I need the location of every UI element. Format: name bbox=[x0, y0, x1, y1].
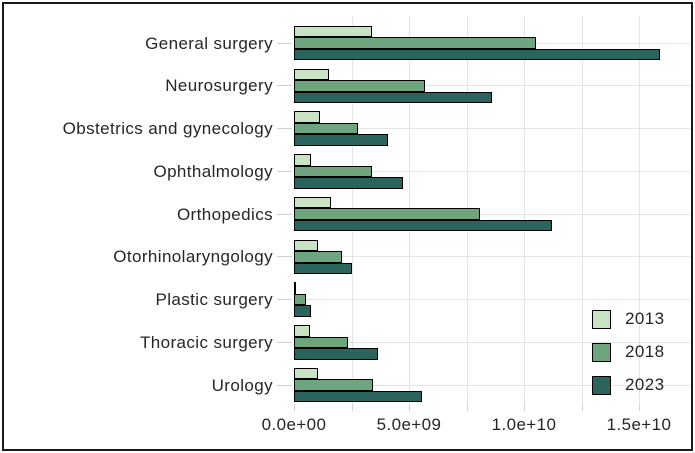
bar-2023 bbox=[294, 262, 352, 274]
bar-2023 bbox=[294, 134, 389, 146]
bar-2013 bbox=[294, 282, 297, 294]
bar-2013 bbox=[294, 154, 312, 166]
y-axis-label: Orthopedics bbox=[176, 204, 273, 224]
x-axis-tick bbox=[581, 404, 583, 411]
y-axis-label: Obstetrics and gynecology bbox=[62, 119, 273, 138]
bar-2018 bbox=[294, 80, 426, 92]
x-axis-tick bbox=[466, 404, 468, 411]
legend-swatch-2018 bbox=[592, 342, 611, 362]
bar-2018 bbox=[294, 336, 349, 348]
y-axis-tick bbox=[277, 42, 292, 44]
bar-2023 bbox=[294, 177, 404, 189]
y-axis-tick bbox=[277, 213, 292, 215]
x-axis-tick bbox=[409, 404, 410, 411]
y-axis-tick bbox=[277, 384, 292, 386]
vertical-gridline bbox=[639, 16, 640, 404]
bar-2013 bbox=[294, 196, 331, 209]
horizontal-gridline bbox=[294, 85, 690, 87]
bar-2018 bbox=[294, 165, 373, 177]
bar-2013 bbox=[294, 239, 319, 251]
legend-entry-2018: 2018 bbox=[592, 342, 664, 362]
y-axis-label: Plastic surgery bbox=[155, 290, 273, 309]
bar-2018 bbox=[294, 251, 343, 263]
y-axis-label: Urology bbox=[211, 375, 273, 395]
legend: 2013 2018 2023 bbox=[592, 309, 664, 395]
legend-swatch-2023 bbox=[592, 375, 611, 395]
legend-entry-2013: 2013 bbox=[592, 309, 664, 329]
horizontal-gridline bbox=[294, 170, 690, 172]
legend-label-2023: 2023 bbox=[625, 375, 665, 394]
y-axis-tick bbox=[277, 85, 292, 87]
bar-2013 bbox=[294, 111, 321, 123]
y-axis-label: General surgery bbox=[145, 33, 273, 53]
x-axis-tick-label: 1.0e+10 bbox=[491, 415, 557, 434]
bar-2018 bbox=[294, 122, 359, 135]
x-axis-tick bbox=[294, 404, 295, 411]
bar-2018 bbox=[294, 208, 481, 220]
y-axis-tick bbox=[277, 128, 292, 129]
x-axis-tick-label: 0.0e+00 bbox=[261, 415, 327, 434]
legend-label-2018: 2018 bbox=[625, 342, 665, 361]
bar-2023 bbox=[294, 390, 422, 403]
vertical-gridline bbox=[581, 16, 583, 404]
y-axis-label: Thoracic surgery bbox=[140, 332, 273, 352]
y-axis-label: Neurosurgery bbox=[165, 76, 273, 96]
y-axis-tick bbox=[277, 299, 292, 300]
legend-entry-2023: 2023 bbox=[592, 375, 664, 395]
y-axis-tick bbox=[277, 170, 292, 172]
x-axis-tick bbox=[639, 404, 640, 411]
bar-2018 bbox=[294, 293, 306, 306]
legend-swatch-2013 bbox=[592, 309, 611, 329]
horizontal-gridline bbox=[294, 341, 690, 343]
horizontal-gridline bbox=[294, 256, 690, 258]
bar-2023 bbox=[294, 219, 552, 232]
bar-2023 bbox=[294, 91, 492, 103]
vertical-gridline bbox=[524, 16, 525, 404]
x-axis-tick bbox=[351, 404, 353, 411]
horizontal-gridline bbox=[294, 128, 690, 129]
y-axis-tick bbox=[277, 256, 292, 258]
y-axis-tick bbox=[277, 341, 292, 343]
bar-2018 bbox=[294, 37, 536, 49]
bar-2013 bbox=[294, 68, 329, 80]
bar-2023 bbox=[294, 48, 660, 61]
y-axis-label: Otorhinolaryngology bbox=[113, 247, 273, 267]
bar-2018 bbox=[294, 379, 374, 391]
bar-2013 bbox=[294, 325, 311, 337]
y-axis-label: Ophthalmology bbox=[153, 161, 273, 181]
bar-2013 bbox=[294, 367, 319, 380]
x-axis-tick-label: 5.0e+09 bbox=[376, 415, 442, 434]
bar-2023 bbox=[294, 348, 378, 360]
horizontal-gridline bbox=[294, 299, 690, 300]
legend-label-2013: 2013 bbox=[625, 309, 665, 328]
bar-2013 bbox=[294, 25, 373, 38]
horizontal-gridline bbox=[294, 213, 690, 215]
horizontal-gridline bbox=[294, 384, 690, 386]
x-axis-tick-label: 1.5e+10 bbox=[606, 415, 672, 434]
bar-2023 bbox=[294, 305, 312, 317]
x-axis-tick bbox=[524, 404, 525, 411]
